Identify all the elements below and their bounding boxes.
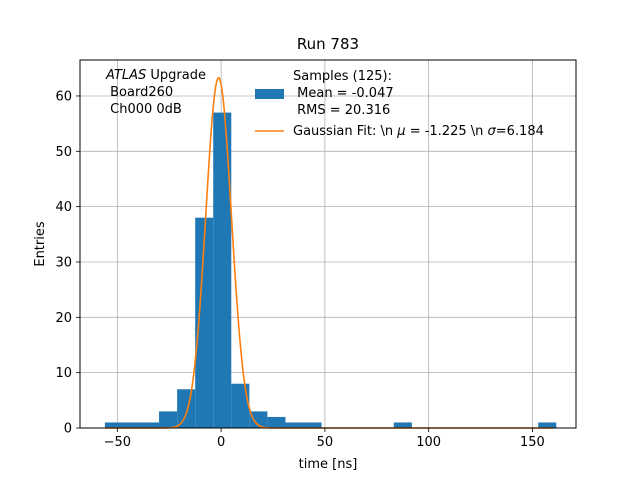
annotation-line-3: Ch000 0dB [106,102,182,117]
y-tick-label: 20 [55,311,72,326]
histogram-bar [104,422,123,428]
histogram-bars [104,112,557,429]
legend-fit-sigma-text: =6.184 [496,124,544,139]
histogram-bar [393,422,412,428]
y-tick-label: 10 [55,366,72,381]
y-tick-label: 40 [55,200,72,215]
legend-fit-mu-symbol: μ [396,124,405,139]
legend-histogram-label: Samples (125): [293,69,392,84]
legend-fit-prefix: Gaussian Fit: \n [293,124,397,139]
y-tick-label: 30 [55,255,72,270]
legend-fit-label: Gaussian Fit: \n μ = -1.225 \n σ=6.184 [293,124,544,139]
histogram-bar [303,422,322,428]
y-tick-label: 60 [55,89,72,104]
x-tick-label: 50 [317,435,334,450]
x-tick-label: 150 [520,435,545,450]
y-axis-label: Entries [33,221,48,267]
histogram-bar [159,411,178,428]
x-tick-label: 100 [416,435,441,450]
legend-histogram-mean: Mean = -0.047 [293,86,394,101]
x-tick-label: −50 [104,435,131,450]
histogram-bar [177,389,196,428]
legend-fit-mu-text: = -1.225 \n [406,124,488,139]
annotation-line-2: Board260 [106,85,173,100]
annotation-atlas-text: ATLAS [105,68,146,83]
chart-title: Run 783 [297,35,359,53]
legend-histogram-rms: RMS = 20.316 [293,103,390,118]
x-tick-label: 0 [217,435,225,450]
histogram-bar [141,422,160,428]
x-axis-label: time [ns] [299,457,358,472]
legend: Samples (125): Mean = -0.047 RMS = 20.31… [255,69,544,139]
histogram-bar [195,217,214,428]
histogram-bar [122,422,142,428]
x-axis-ticks: −50 0 50 100 150 [104,428,545,450]
atlas-annotation: ATLAS Upgrade Board260 Ch000 0dB [105,68,206,117]
annotation-upgrade-text: Upgrade [146,68,206,83]
histogram-bar [231,383,250,428]
histogram-bar [249,411,268,428]
histogram-bar [213,112,232,429]
y-axis-ticks: 0 10 20 30 40 50 60 [55,89,80,437]
legend-fit-sigma-symbol: σ [488,124,497,139]
histogram-bar [267,416,286,428]
y-tick-label: 50 [55,145,72,160]
y-tick-label: 0 [64,422,72,437]
histogram-bar [285,422,304,428]
annotation-line-1: ATLAS Upgrade [105,68,206,83]
plot-frame [79,59,577,429]
histogram-bar [538,422,557,428]
legend-histogram-swatch [255,89,284,99]
